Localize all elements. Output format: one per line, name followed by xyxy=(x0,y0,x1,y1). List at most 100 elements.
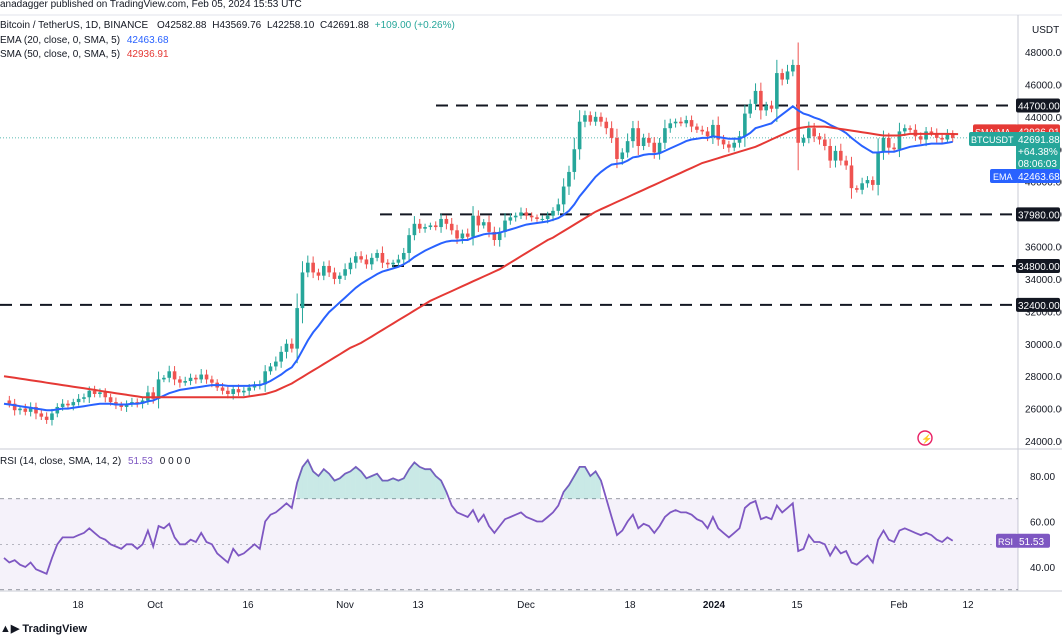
candle-body xyxy=(300,272,305,309)
candle-body xyxy=(551,210,555,216)
ema-legend[interactable]: EMA (20, close, 0, SMA, 5) 42463.68 xyxy=(0,35,169,46)
candle-body xyxy=(668,123,673,129)
price-tick-label: 44000.00 xyxy=(1025,113,1062,124)
level-tag xyxy=(1016,207,1060,222)
candle-body xyxy=(540,218,545,220)
rsi-overbought-fill xyxy=(393,478,399,499)
tradingview-brand[interactable]: ▲▶ TradingView xyxy=(0,622,87,635)
sma-value: 42936.91 xyxy=(126,49,169,60)
candle-body xyxy=(689,120,694,127)
rsi-value: 51.53 xyxy=(127,456,153,467)
level-tag xyxy=(1016,297,1060,312)
rsi-overbought-fill xyxy=(409,462,415,499)
last-price-change: +64.38% xyxy=(1018,147,1058,158)
candle-body xyxy=(385,262,390,265)
candle-body xyxy=(337,275,342,279)
candle-body xyxy=(290,343,294,349)
candle-body xyxy=(199,374,204,380)
candle-body xyxy=(503,220,507,232)
candle-body xyxy=(604,121,609,129)
candle-body xyxy=(833,150,838,161)
candle-body xyxy=(151,392,156,399)
candle-body xyxy=(780,73,784,80)
candle-body xyxy=(103,392,108,398)
rsi-legend[interactable]: RSI (14, close, SMA, 14, 2) 51.53 0 0 0 … xyxy=(0,456,190,467)
ohlc-open: O42582.88 xyxy=(156,20,207,31)
time-tick-label: 16 xyxy=(242,600,254,611)
candle-body xyxy=(684,120,689,124)
candle-body xyxy=(66,403,70,406)
candle-body xyxy=(785,71,790,80)
candle-body xyxy=(348,262,353,270)
candle-body xyxy=(449,223,454,231)
candle-body xyxy=(194,377,198,380)
rsi-overbought-fill xyxy=(435,476,442,499)
candle-body xyxy=(178,379,182,383)
candle-body xyxy=(39,413,44,417)
candle-body xyxy=(359,256,363,260)
candle-body xyxy=(721,139,726,145)
last-price-tag-label: 42691.88 xyxy=(1018,135,1060,146)
candle-body xyxy=(407,235,411,253)
candle-body xyxy=(775,73,779,109)
candle-body xyxy=(556,204,561,211)
rsi-overbought-fill xyxy=(382,480,388,499)
ema-price-tag-label: 42463.68 xyxy=(1018,172,1060,183)
candle-body xyxy=(433,225,438,228)
candle-body xyxy=(481,222,486,226)
candle-body xyxy=(791,64,795,72)
sma-label: SMA (50, close, 0, SMA, 5) xyxy=(0,49,121,60)
time-tick-label: 2024 xyxy=(703,600,726,611)
candle-body xyxy=(796,64,800,143)
candle-body xyxy=(641,137,646,147)
rsi-overbought-fill xyxy=(371,473,378,499)
rsi-overbought-fill xyxy=(329,473,335,499)
candle-body xyxy=(82,397,86,399)
symbol-line: Bitcoin / TetherUS, 1D, BINANCE O42582.8… xyxy=(0,20,455,31)
candle-body xyxy=(375,252,379,258)
price-tick-label: 24000.00 xyxy=(1025,437,1062,448)
candle-body xyxy=(609,128,614,138)
candle-body xyxy=(487,222,491,232)
candle-body xyxy=(242,390,246,393)
candle-body xyxy=(497,231,502,241)
candle-body xyxy=(700,129,705,132)
time-tick-label: 18 xyxy=(624,600,636,611)
candle-body xyxy=(60,403,65,407)
rsi-overbought-fill xyxy=(414,462,420,499)
ohlc-high: H43569.76 xyxy=(212,20,262,31)
candle-body xyxy=(231,389,235,394)
candle-body xyxy=(417,223,422,229)
rsi-overbought-fill xyxy=(563,485,569,499)
candle-body xyxy=(423,227,427,229)
candle-body xyxy=(380,252,385,263)
candle-body xyxy=(476,215,481,226)
rsi-overbought-fill xyxy=(579,466,585,499)
ema-label: EMA (20, close, 0, SMA, 5) xyxy=(0,35,121,46)
rsi-overbought-fill xyxy=(366,476,372,499)
candle-body xyxy=(657,142,662,153)
candle-body xyxy=(545,215,550,219)
candle-body xyxy=(236,389,241,393)
candle-body xyxy=(513,215,518,218)
candle-body xyxy=(812,128,816,137)
symbol-name[interactable]: Bitcoin / TetherUS, 1D, BINANCE xyxy=(0,20,149,31)
candle-body xyxy=(561,186,566,205)
ema-name-tag-label: EMA xyxy=(993,172,1013,182)
candle-body xyxy=(7,400,12,404)
rsi-overbought-fill xyxy=(568,476,575,499)
candle-body xyxy=(636,128,641,147)
candle-body xyxy=(615,137,619,159)
rsi-overbought-fill xyxy=(334,478,340,499)
rsi-overbought-fill xyxy=(302,460,308,499)
tradingview-logo-icon: ▲▶ xyxy=(0,623,20,635)
sma-legend[interactable]: SMA (50, close, 0, SMA, 5) 42936.91 xyxy=(0,49,169,60)
rsi-overbought-fill xyxy=(595,471,601,499)
rsi-overbought-fill xyxy=(307,460,314,499)
time-tick-label: Dec xyxy=(517,600,535,611)
candle-body xyxy=(865,180,870,184)
candle-body xyxy=(87,390,92,398)
candle-body xyxy=(593,116,598,122)
candle-body xyxy=(679,121,683,124)
